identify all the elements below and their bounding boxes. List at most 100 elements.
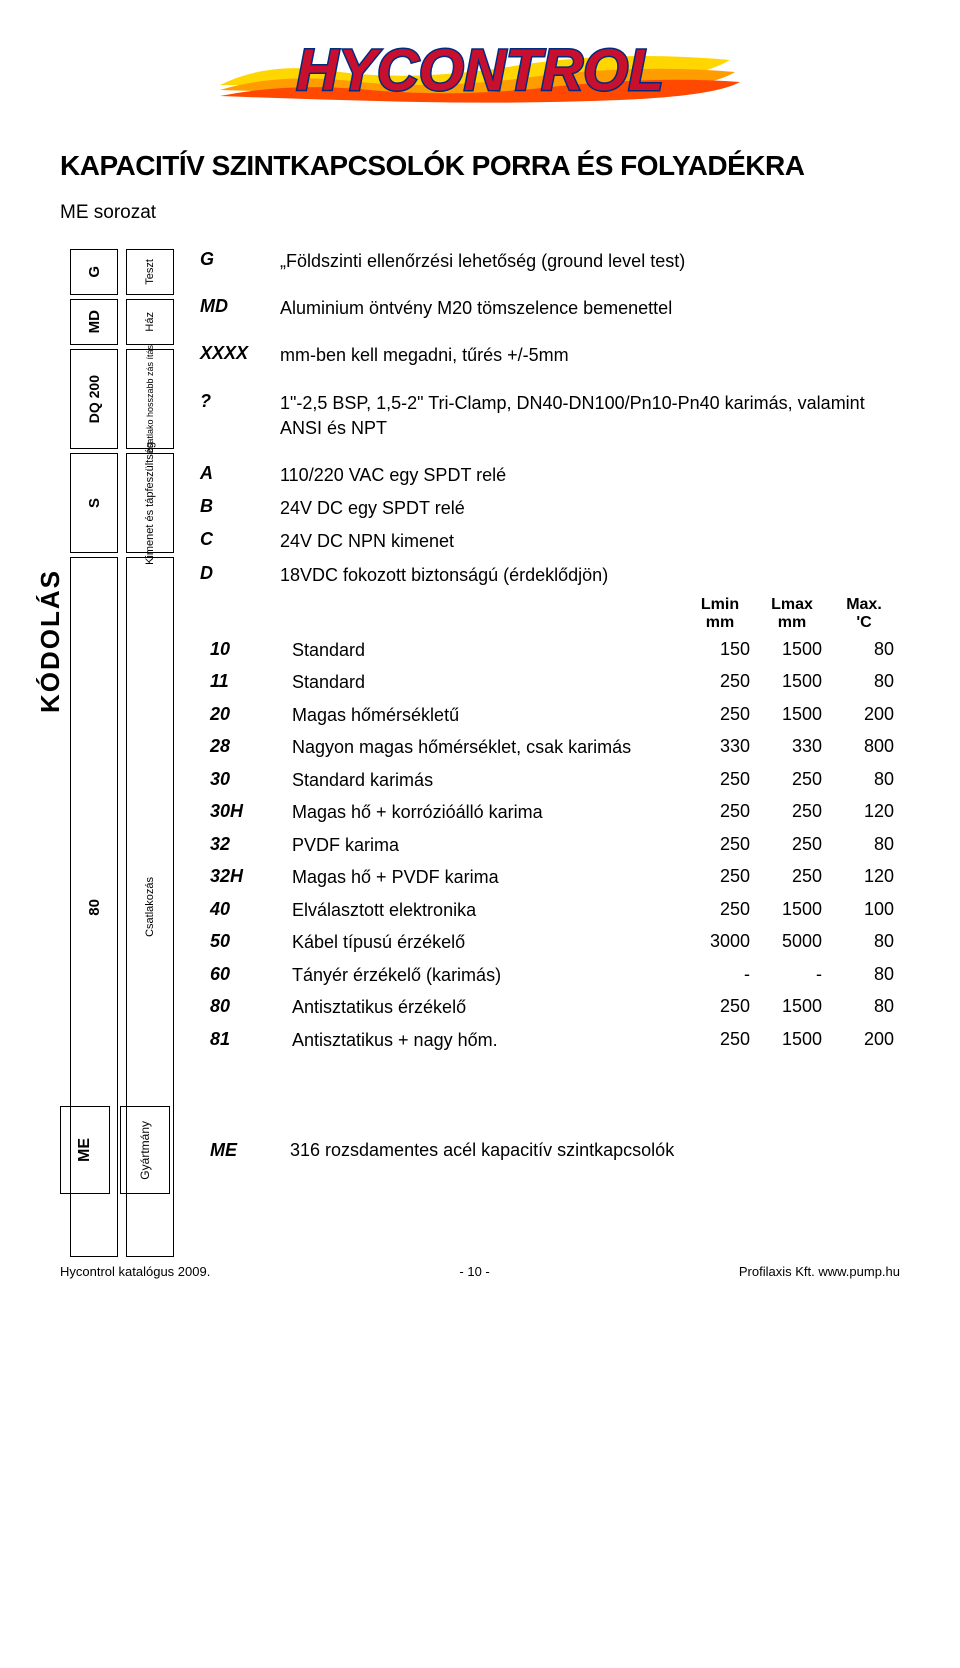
abcd-row: B 24V DC egy SPDT relé — [200, 496, 900, 521]
footer-right: Profilaxis Kft. www.pump.hu — [739, 1264, 900, 1279]
probe-code: 10 — [200, 634, 286, 667]
ladder-cell: MD — [70, 299, 118, 345]
th-max: Max. 'C — [828, 594, 900, 634]
table-row: 20Magas hőmérsékletű2501500200 — [200, 699, 900, 732]
probe-desc: Kábel típusú érzékelő — [286, 926, 684, 959]
abcd-text: 24V DC egy SPDT relé — [280, 496, 900, 521]
probe-max: 200 — [828, 1024, 900, 1057]
probe-code: 28 — [200, 731, 286, 764]
probe-lmin: 250 — [684, 666, 756, 699]
probe-max: 80 — [828, 926, 900, 959]
table-row: 32PVDF karima25025080 — [200, 829, 900, 862]
logo-wrap: HYCONTROL — [60, 30, 900, 120]
probe-lmax: 1500 — [756, 894, 828, 927]
probe-lmin: 250 — [684, 1024, 756, 1057]
def-text: mm-ben kell megadni, tűrés +/-5mm — [280, 343, 900, 368]
ladder-side: csatlako hosszabb zás ítás — [126, 349, 174, 449]
footer-def-text: 316 rozsdamentes acél kapacitív szintkap… — [290, 1140, 674, 1161]
probe-max: 80 — [828, 991, 900, 1024]
th-lmin: Lmin mm — [684, 594, 756, 634]
abcd-code: B — [200, 496, 280, 517]
probe-lmax: 250 — [756, 764, 828, 797]
ladder-side: Teszt — [126, 249, 174, 295]
probe-max: 200 — [828, 699, 900, 732]
probe-lmax: 1500 — [756, 634, 828, 667]
probe-lmin: 250 — [684, 764, 756, 797]
ladder-cell: G — [70, 249, 118, 295]
probe-code: 32 — [200, 829, 286, 862]
probe-desc: Magas hő + PVDF karima — [286, 861, 684, 894]
probe-lmin: - — [684, 959, 756, 992]
probe-max: 120 — [828, 861, 900, 894]
probe-lmin: 250 — [684, 894, 756, 927]
probe-table: Lmin mm Lmax mm Max. 'C 10Standard150150… — [200, 594, 900, 1057]
abcd-code: C — [200, 529, 280, 550]
probe-max: 80 — [828, 764, 900, 797]
probe-desc: Standard karimás — [286, 764, 684, 797]
probe-lmax: 1500 — [756, 1024, 828, 1057]
probe-desc: Magas hőmérsékletű — [286, 699, 684, 732]
table-row: 80Antisztatikus érzékelő250150080 — [200, 991, 900, 1024]
probe-lmax: - — [756, 959, 828, 992]
probe-lmax: 1500 — [756, 991, 828, 1024]
probe-desc: PVDF karima — [286, 829, 684, 862]
probe-code: 32H — [200, 861, 286, 894]
def-text: 1"-2,5 BSP, 1,5-2" Tri-Clamp, DN40-DN100… — [280, 391, 900, 441]
probe-code: 30H — [200, 796, 286, 829]
probe-lmin: 250 — [684, 829, 756, 862]
probe-code: 80 — [200, 991, 286, 1024]
th-lmax: Lmax mm — [756, 594, 828, 634]
probe-max: 80 — [828, 666, 900, 699]
probe-desc: Antisztatikus érzékelő — [286, 991, 684, 1024]
probe-lmax: 250 — [756, 861, 828, 894]
footer-center: - 10 - — [459, 1264, 489, 1279]
table-row: 28Nagyon magas hőmérséklet, csak karimás… — [200, 731, 900, 764]
table-row: 30HMagas hő + korrózióálló karima2502501… — [200, 796, 900, 829]
def-text: Aluminium öntvény M20 tömszelence bemene… — [280, 296, 900, 321]
probe-lmax: 1500 — [756, 699, 828, 732]
table-row: 60Tányér érzékelő (karimás)--80 — [200, 959, 900, 992]
def-text: „Földszinti ellenőrzési lehetőség (groun… — [280, 249, 900, 274]
table-row: 11Standard250150080 — [200, 666, 900, 699]
probe-lmax: 250 — [756, 829, 828, 862]
table-row: 40Elválasztott elektronika2501500100 — [200, 894, 900, 927]
def-code: G — [200, 249, 280, 270]
logo-text: HYCONTROL — [296, 38, 663, 103]
probe-code: 60 — [200, 959, 286, 992]
probe-lmax: 1500 — [756, 666, 828, 699]
ladder-cell: DQ 200 — [70, 349, 118, 449]
probe-max: 100 — [828, 894, 900, 927]
probe-desc: Standard — [286, 666, 684, 699]
def-row: MD Aluminium öntvény M20 tömszelence bem… — [200, 296, 900, 321]
abcd-row: D 18VDC fokozott biztonságú (érdeklődjön… — [200, 563, 900, 588]
probe-lmax: 330 — [756, 731, 828, 764]
probe-lmin: 150 — [684, 634, 756, 667]
def-code: MD — [200, 296, 280, 317]
def-row: XXXX mm-ben kell megadni, tűrés +/-5mm — [200, 343, 900, 368]
probe-desc: Antisztatikus + nagy hőm. — [286, 1024, 684, 1057]
probe-lmin: 250 — [684, 699, 756, 732]
probe-desc: Standard — [286, 634, 684, 667]
probe-lmin: 250 — [684, 796, 756, 829]
footer-def-code: ME — [210, 1140, 290, 1161]
ladder-side: Kimenet és tápfeszültség — [126, 453, 174, 553]
probe-code: 40 — [200, 894, 286, 927]
table-row: 32HMagas hő + PVDF karima250250120 — [200, 861, 900, 894]
probe-lmin: 250 — [684, 991, 756, 1024]
table-row: 10Standard150150080 — [200, 634, 900, 667]
hycontrol-logo: HYCONTROL — [220, 30, 740, 120]
probe-max: 80 — [828, 959, 900, 992]
probe-lmax: 5000 — [756, 926, 828, 959]
page-footer: Hycontrol katalógus 2009. - 10 - Profila… — [60, 1264, 900, 1279]
abcd-row: A 110/220 VAC egy SPDT relé — [200, 463, 900, 488]
page-subtitle: ME sorozat — [60, 202, 900, 224]
probe-code: 11 — [200, 666, 286, 699]
ladder-cell: S — [70, 453, 118, 553]
probe-lmin: 330 — [684, 731, 756, 764]
probe-desc: Magas hő + korrózióálló karima — [286, 796, 684, 829]
def-code: ? — [200, 391, 280, 412]
abcd-code: A — [200, 463, 280, 484]
probe-max: 800 — [828, 731, 900, 764]
table-row: 81Antisztatikus + nagy hőm.2501500200 — [200, 1024, 900, 1057]
probe-desc: Elválasztott elektronika — [286, 894, 684, 927]
